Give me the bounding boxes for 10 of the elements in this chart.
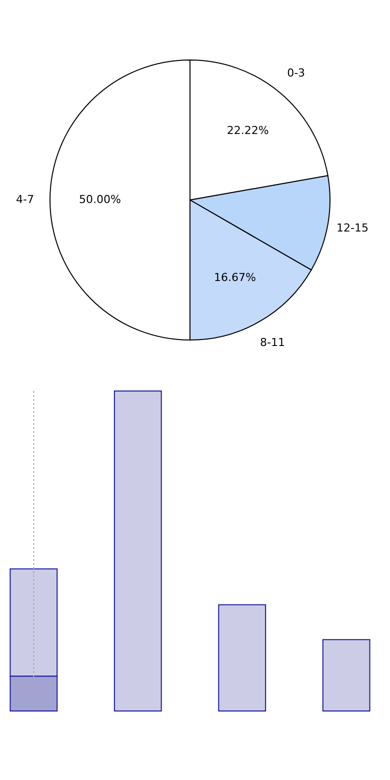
data-label: 22.22% — [226, 124, 269, 138]
data-label: 50.00% — [79, 193, 121, 206]
slice-label: 4-7 — [16, 193, 34, 206]
slice-label: 8-11 — [260, 336, 285, 349]
slice-label: 0-3 — [287, 66, 306, 80]
bar — [218, 604, 266, 712]
bar — [322, 639, 370, 712]
slice-label: 12-15 — [336, 222, 368, 235]
bar — [114, 390, 162, 712]
data-label: 16.67% — [214, 270, 256, 284]
